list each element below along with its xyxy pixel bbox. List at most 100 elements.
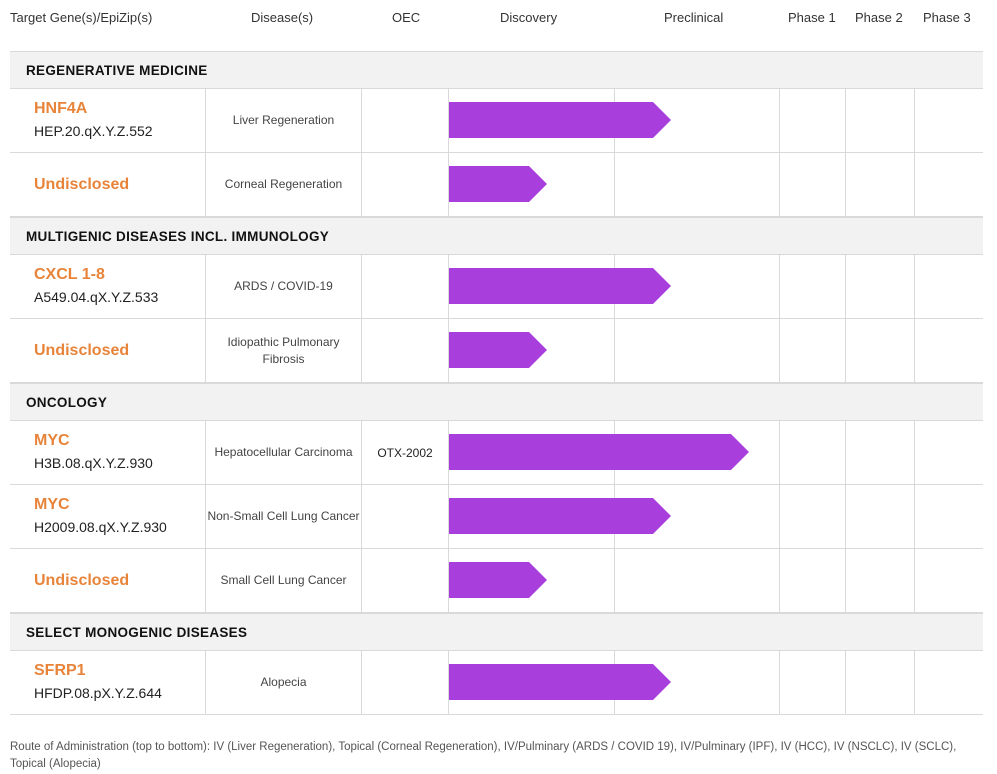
section-title: REGENERATIVE MEDICINE — [26, 63, 208, 78]
column-divider — [448, 319, 449, 382]
header-preclinical: Preclinical — [664, 10, 724, 25]
column-divider — [361, 89, 362, 152]
pipeline-header: Target Gene(s)/EpiZip(s) Disease(s) OEC … — [0, 0, 997, 36]
section-title: ONCOLOGY — [26, 395, 108, 410]
epizip-code: HFDP.08.pX.Y.Z.644 — [34, 685, 162, 701]
section-header: ONCOLOGY — [10, 383, 983, 421]
target-gene: MYC — [34, 496, 70, 513]
disease-name: Hepatocellular Carcinoma — [214, 445, 353, 459]
column-divider — [448, 485, 449, 548]
column-divider — [914, 89, 915, 152]
stage-progress-bar — [449, 102, 671, 138]
disease-name: Non-Small Cell Lung Cancer — [207, 509, 360, 523]
stage-progress-bar — [449, 166, 547, 202]
stage-progress-bar — [449, 664, 671, 700]
pipeline-row: SFRP1 HFDP.08.pX.Y.Z.644 Alopecia — [10, 651, 983, 715]
column-divider — [845, 421, 846, 484]
column-divider — [845, 549, 846, 612]
pipeline-row: Undisclosed Small Cell Lung Cancer — [10, 549, 983, 613]
column-divider — [448, 89, 449, 152]
target-gene: Undisclosed — [34, 572, 130, 589]
column-divider — [779, 153, 780, 216]
column-divider — [205, 651, 206, 714]
column-divider — [914, 153, 915, 216]
column-divider — [779, 255, 780, 318]
column-divider — [845, 153, 846, 216]
disease-name: Idiopathic Pulmonary Fibrosis — [227, 334, 340, 366]
column-divider — [205, 549, 206, 612]
pipeline-table: REGENERATIVE MEDICINE HNF4A HEP.20.qX.Y.Z.… — [10, 51, 983, 715]
column-divider — [845, 89, 846, 152]
epizip-code: HEP.20.qX.Y.Z.552 — [34, 123, 153, 139]
column-divider — [205, 89, 206, 152]
column-divider — [914, 319, 915, 382]
column-divider — [361, 549, 362, 612]
disease-name: ARDS / COVID-19 — [234, 279, 333, 293]
column-divider — [914, 549, 915, 612]
disease-name: Corneal Regeneration — [224, 177, 343, 191]
column-divider — [845, 651, 846, 714]
column-divider — [448, 421, 449, 484]
column-divider — [779, 89, 780, 152]
pipeline-row: MYC H3B.08.qX.Y.Z.930 Hepatocellular Carci… — [10, 421, 983, 485]
epizip-code: A549.04.qX.Y.Z.533 — [34, 289, 159, 305]
pipeline-row: MYC H2009.08.qX.Y.Z.930 Non-Small Cell Lun… — [10, 485, 983, 549]
column-divider — [361, 651, 362, 714]
column-divider — [914, 255, 915, 318]
column-divider — [914, 421, 915, 484]
column-divider — [448, 153, 449, 216]
column-divider — [845, 485, 846, 548]
epizip-code: H3B.08.qX.Y.Z.930 — [34, 455, 153, 471]
header-phase2: Phase 2 — [855, 10, 903, 25]
oec-label: OTX-2002 — [377, 445, 433, 460]
column-divider — [779, 319, 780, 382]
disease-name: Liver Regeneration — [232, 113, 335, 127]
column-divider — [779, 651, 780, 714]
pipeline-row: CXCL 1-8 A549.04.qX.Y.Z.533 ARDS / COVID-1… — [10, 255, 983, 319]
column-divider — [361, 153, 362, 216]
column-divider — [614, 549, 615, 612]
stage-progress-bar — [449, 434, 749, 470]
column-divider — [779, 485, 780, 548]
pipeline-row: Undisclosed Idiopathic Pulmonary Fibrosis — [10, 319, 983, 383]
target-gene: Undisclosed — [34, 176, 130, 193]
stage-progress-bar — [449, 268, 671, 304]
pipeline-row: Undisclosed Corneal Regeneration — [10, 153, 983, 217]
section-title: SELECT MONOGENIC DISEASES — [26, 625, 248, 640]
column-divider — [614, 319, 615, 382]
epizip-code: H2009.08.qX.Y.Z.930 — [34, 519, 167, 535]
section-title: MULTIGENIC DISEASES INCL. IMMUNOLOGY — [26, 229, 330, 244]
section-header: REGENERATIVE MEDICINE — [10, 51, 983, 89]
header-phase1: Phase 1 — [788, 10, 836, 25]
section-header: MULTIGENIC DISEASES INCL. IMMUNOLOGY — [10, 217, 983, 255]
column-divider — [448, 549, 449, 612]
stage-progress-bar — [449, 332, 547, 368]
column-divider — [914, 485, 915, 548]
route-of-administration-note: Route of Administration (top to bottom):… — [10, 741, 957, 770]
column-divider — [205, 421, 206, 484]
target-gene: Undisclosed — [34, 342, 130, 359]
disease-name: Small Cell Lung Cancer — [220, 573, 347, 587]
column-divider — [361, 485, 362, 548]
column-divider — [361, 255, 362, 318]
section-header: SELECT MONOGENIC DISEASES — [10, 613, 983, 651]
header-phase3: Phase 3 — [923, 10, 971, 25]
column-divider — [845, 255, 846, 318]
target-gene: MYC — [34, 432, 70, 449]
target-gene: CXCL 1-8 — [34, 266, 105, 283]
column-divider — [448, 255, 449, 318]
stage-progress-bar — [449, 498, 671, 534]
disease-name: Alopecia — [260, 675, 307, 689]
column-divider — [779, 549, 780, 612]
pipeline-row: HNF4A HEP.20.qX.Y.Z.552 Liver Regeneration — [10, 89, 983, 153]
header-oec: OEC — [392, 10, 421, 25]
column-divider — [205, 153, 206, 216]
column-divider — [614, 153, 615, 216]
column-divider — [205, 485, 206, 548]
column-divider — [845, 319, 846, 382]
column-divider — [205, 319, 206, 382]
column-divider — [361, 319, 362, 382]
column-divider — [779, 421, 780, 484]
stage-progress-bar — [449, 562, 547, 598]
target-gene: HNF4A — [34, 100, 88, 117]
